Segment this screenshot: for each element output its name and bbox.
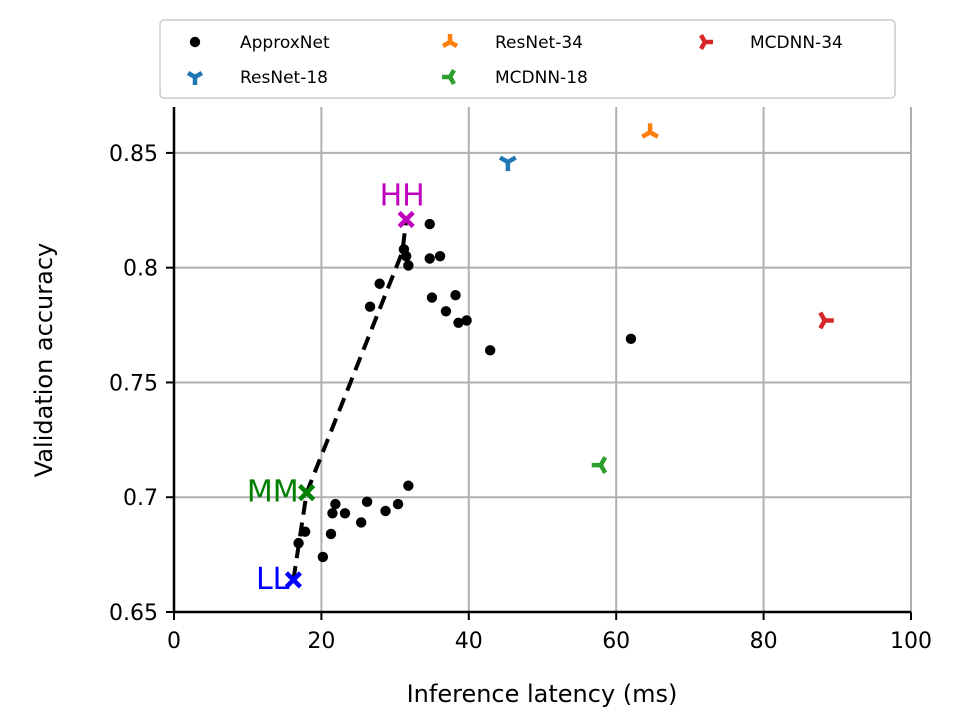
approxnet-point — [374, 278, 385, 289]
annotation-marker-hh — [397, 210, 415, 229]
approxnet-point — [403, 260, 414, 271]
y-axis-label: Validation accuracy — [30, 243, 58, 477]
approxnet-point — [450, 290, 461, 301]
x-tick-label: 60 — [602, 629, 630, 654]
approxnet-point — [400, 251, 412, 262]
approxnet-point — [484, 345, 496, 356]
legend-item-mcdnn-34: MCDNN-34 — [699, 33, 843, 53]
legend-label-resnet-18: ResNet-18 — [240, 68, 328, 88]
annotation-label-mm: MM — [247, 475, 299, 510]
x-tick-label: 0 — [167, 629, 181, 654]
x-axis-label: Inference latency (ms) — [407, 680, 678, 708]
mcdnn-34-point — [818, 311, 834, 330]
approxnet-point — [330, 498, 341, 510]
grid-lines — [174, 107, 912, 612]
resnet-34-point — [641, 123, 660, 139]
legend-box — [159, 19, 896, 99]
approxnet-point — [317, 551, 329, 563]
legend-marker-resnet-34 — [441, 34, 459, 48]
legend-label-resnet-34: ResNet-34 — [495, 33, 583, 53]
approxnet-point — [380, 505, 391, 517]
y-tick-label: 0.75 — [109, 371, 158, 396]
annotation-label-hh: HH — [380, 178, 425, 213]
approxnet-point — [453, 317, 464, 328]
x-tick-label: 80 — [750, 629, 778, 654]
approxnet-point — [392, 498, 404, 510]
annotation-marker-ll — [284, 571, 302, 589]
pareto-front-line — [291, 219, 409, 581]
axes — [166, 107, 912, 620]
y-tick-label: 0.7 — [123, 486, 158, 511]
legend-marker-mcdnn-34 — [699, 33, 713, 51]
legend-item-approxnet: ApproxNet — [189, 33, 330, 53]
approxnet-point — [327, 508, 338, 519]
approxnet-point — [403, 480, 414, 491]
tick-labels: 0 20 40 60 80 100 0.65 0.7 0.75 0.8 0.85 — [109, 142, 932, 654]
annotation-markers — [284, 210, 415, 589]
legend-item-resnet-18: ResNet-18 — [186, 68, 328, 88]
legend-label-approxnet: ApproxNet — [240, 33, 330, 53]
approxnet-point — [325, 528, 337, 540]
legend-label-mcdnn-18: MCDNN-18 — [495, 68, 588, 88]
legend-marker-approxnet — [189, 36, 201, 48]
x-tick-label: 20 — [307, 629, 335, 654]
legend-marker-mcdnn-18 — [442, 68, 456, 86]
approxnet-point — [339, 508, 351, 519]
y-tick-label: 0.8 — [123, 257, 158, 282]
approxnet-point — [625, 333, 637, 345]
approxnet-point — [424, 253, 435, 264]
mcdnn-18-point — [591, 456, 608, 475]
resnet-18-point — [498, 155, 517, 172]
legend-item-resnet-34: ResNet-34 — [441, 33, 583, 53]
approxnet-point — [434, 251, 446, 262]
annotation-marker-mm — [298, 484, 316, 502]
approxnet-point — [293, 537, 304, 549]
approxnet-point — [440, 306, 452, 317]
approxnet-point — [461, 315, 472, 326]
approxnet-point — [424, 218, 435, 230]
y-tick-label: 0.65 — [109, 601, 158, 626]
approxnet-point — [361, 496, 373, 508]
data-points — [293, 123, 834, 563]
legend-marker-resnet-18 — [186, 71, 204, 85]
y-tick-label: 0.85 — [109, 142, 158, 167]
annotation-label-ll: LL — [256, 562, 290, 597]
approxnet-point — [299, 526, 311, 537]
legend-label-mcdnn-34: MCDNN-34 — [750, 33, 843, 53]
legend-item-mcdnn-18: MCDNN-18 — [442, 68, 588, 88]
approxnet-point — [364, 301, 376, 312]
approxnet-point — [355, 517, 367, 528]
approxnet-point — [426, 292, 438, 303]
x-tick-label: 100 — [890, 629, 932, 654]
pareto-line — [291, 219, 409, 581]
annotations: HH MM LL — [247, 178, 425, 596]
legend: ApproxNet ResNet-18 ResNet-34 MCDNN-18 MCDNN… — [159, 19, 896, 99]
x-tick-label: 40 — [455, 629, 483, 654]
